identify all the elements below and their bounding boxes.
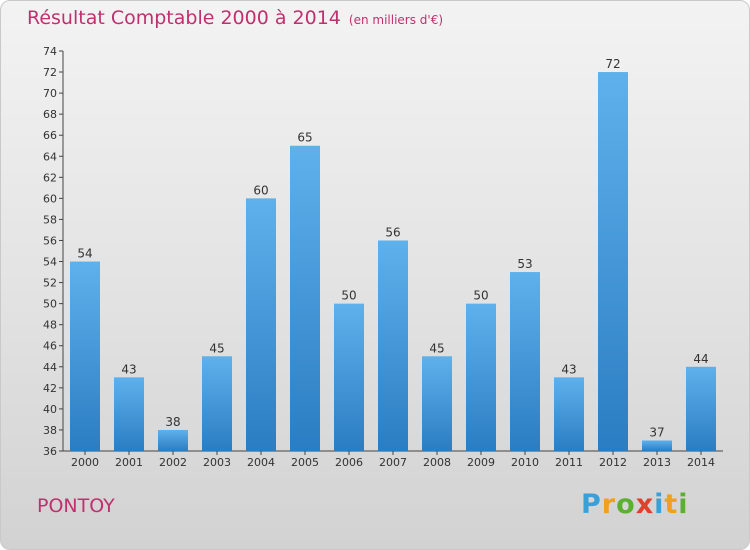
y-tick-label: 70 [43, 87, 57, 100]
y-tick-label: 58 [43, 213, 57, 226]
x-tick-label: 2002 [159, 456, 187, 469]
data-label: 50 [473, 289, 488, 303]
data-label: 72 [605, 57, 620, 71]
data-label: 43 [121, 362, 136, 376]
y-tick-label: 44 [43, 361, 57, 374]
logo-letter: r [601, 489, 617, 520]
data-label: 60 [253, 183, 268, 197]
bar [334, 303, 364, 451]
x-tick-label: 2004 [247, 456, 275, 469]
data-label: 38 [165, 415, 180, 429]
x-tick-label: 2006 [335, 456, 363, 469]
data-label: 37 [649, 425, 664, 439]
y-tick-label: 64 [43, 150, 57, 163]
bar [246, 198, 276, 451]
bar [510, 272, 540, 451]
y-tick-label: 52 [43, 277, 57, 290]
data-label: 50 [341, 289, 356, 303]
bar [114, 377, 144, 451]
x-tick-label: 2000 [71, 456, 99, 469]
data-label: 43 [561, 362, 576, 376]
x-tick-label: 2011 [555, 456, 583, 469]
y-tick-label: 42 [43, 382, 57, 395]
x-tick-label: 2003 [203, 456, 231, 469]
x-tick-label: 2008 [423, 456, 451, 469]
logo-letter: i [678, 489, 689, 520]
bar [642, 440, 672, 451]
bar [158, 429, 188, 451]
data-label: 45 [209, 341, 224, 355]
bar [422, 356, 452, 451]
chart-title: Résultat Comptable 2000 à 2014 (en millie… [27, 7, 443, 29]
bar [466, 303, 496, 451]
bar [598, 72, 628, 451]
logo-letter: P [581, 489, 602, 520]
y-tick-label: 46 [43, 340, 57, 353]
bar [70, 261, 100, 451]
logo-letter: t [664, 489, 679, 520]
chart-title-text: Résultat Comptable 2000 à 2014 [27, 7, 341, 29]
y-tick-label: 74 [43, 45, 57, 58]
data-label: 53 [517, 257, 532, 271]
data-label: 44 [693, 352, 708, 366]
x-tick-label: 2005 [291, 456, 319, 469]
bar [554, 377, 584, 451]
data-label: 54 [77, 247, 92, 261]
data-label: 56 [385, 225, 400, 239]
x-tick-label: 2009 [467, 456, 495, 469]
x-tick-label: 2012 [599, 456, 627, 469]
y-tick-label: 36 [43, 445, 57, 458]
y-tick-label: 38 [43, 424, 57, 437]
chart-unit-label: (en milliers d'€) [348, 13, 444, 27]
place-name: PONTOY [37, 495, 115, 517]
y-tick-label: 62 [43, 171, 57, 184]
data-label: 65 [297, 131, 312, 145]
proxiti-logo: Proxiti [581, 489, 689, 520]
y-tick-label: 68 [43, 108, 57, 121]
logo-letter: o [616, 489, 636, 520]
x-tick-label: 2007 [379, 456, 407, 469]
bar [686, 366, 716, 451]
data-label: 45 [429, 341, 444, 355]
y-tick-label: 54 [43, 256, 57, 269]
bar [290, 145, 320, 451]
y-tick-label: 60 [43, 192, 57, 205]
y-tick-label: 50 [43, 298, 57, 311]
x-tick-label: 2001 [115, 456, 143, 469]
logo-letter: i [654, 489, 665, 520]
y-tick-label: 48 [43, 319, 57, 332]
x-tick-label: 2013 [643, 456, 671, 469]
y-tick-label: 66 [43, 129, 57, 142]
y-tick-label: 72 [43, 66, 57, 79]
bar [378, 240, 408, 451]
x-tick-label: 2010 [511, 456, 539, 469]
y-tick-label: 40 [43, 403, 57, 416]
bar [202, 356, 232, 451]
x-tick-label: 2014 [687, 456, 715, 469]
y-tick-label: 56 [43, 234, 57, 247]
logo-letter: x [635, 489, 655, 520]
